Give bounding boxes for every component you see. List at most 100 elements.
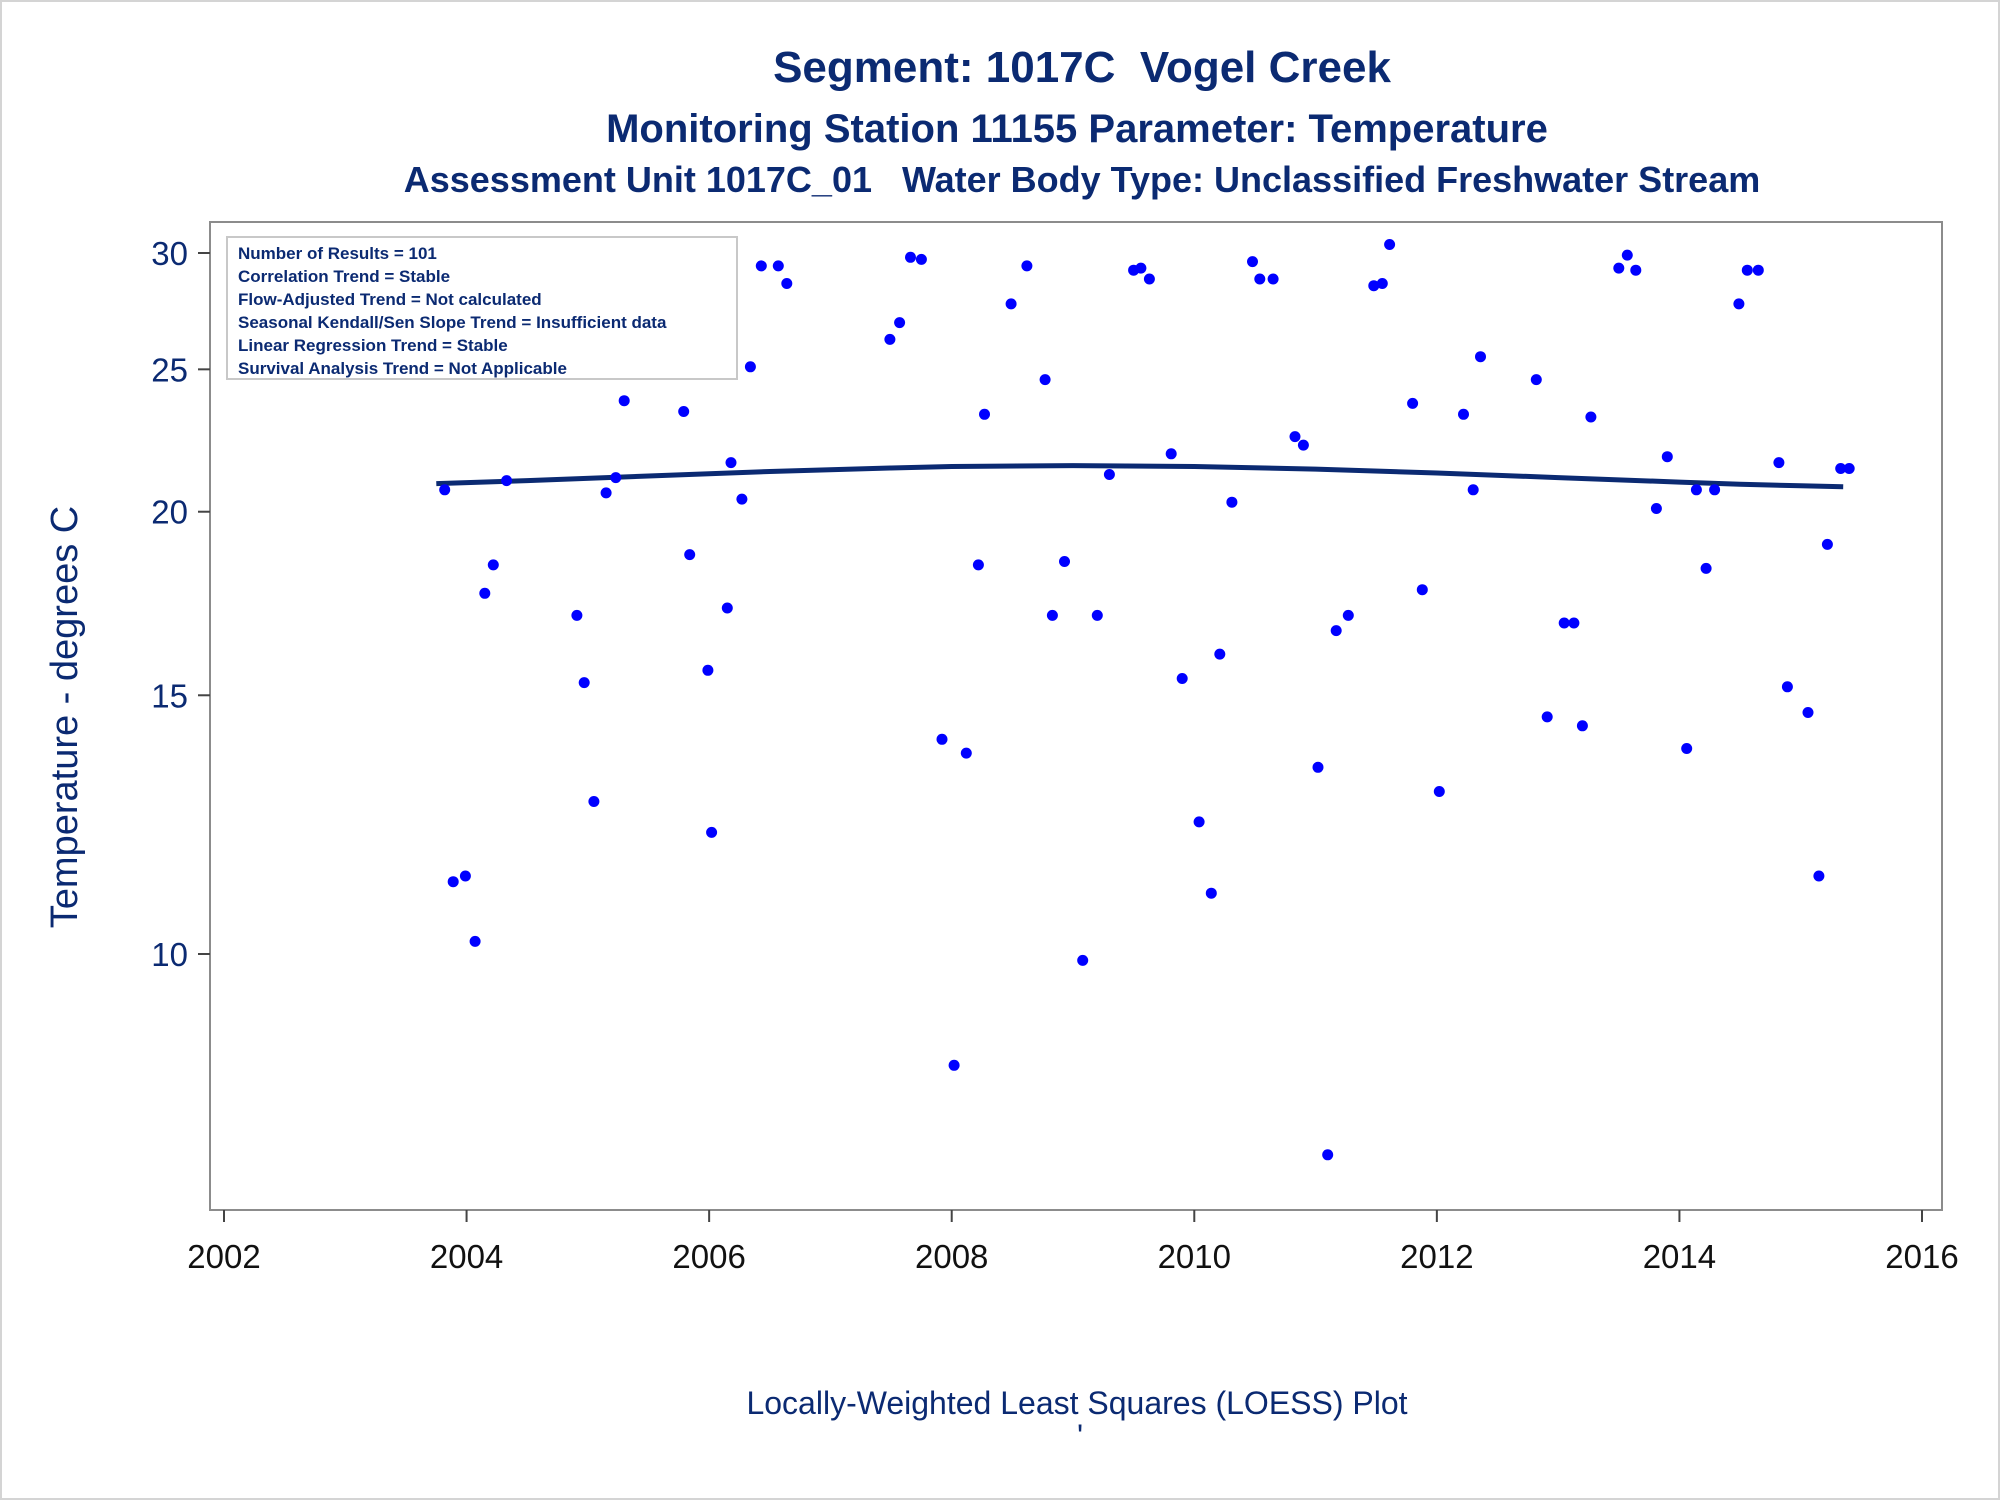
data-point — [1843, 463, 1855, 474]
data-point — [1267, 273, 1279, 285]
y-tick-label: 25 — [151, 351, 188, 388]
data-point — [1214, 648, 1226, 660]
data-point — [1835, 463, 1847, 474]
data-point — [1176, 673, 1188, 684]
data-point — [684, 549, 696, 561]
data-point — [1630, 264, 1642, 276]
data-point — [1690, 484, 1702, 496]
data-point — [1376, 278, 1388, 289]
data-point — [936, 733, 948, 745]
data-point — [1077, 954, 1089, 966]
data-point — [1135, 262, 1147, 274]
data-point — [1322, 1149, 1334, 1161]
data-point — [1103, 469, 1115, 480]
data-point — [702, 664, 714, 676]
data-point — [1046, 609, 1058, 621]
x-tick-label: 2012 — [1400, 1238, 1473, 1275]
data-point — [678, 406, 690, 417]
stats-line: Flow-Adjusted Trend = Not calculated — [238, 290, 542, 309]
data-point — [571, 609, 583, 621]
data-point — [1312, 761, 1324, 773]
data-point — [1773, 457, 1785, 469]
data-point — [1558, 617, 1570, 629]
data-point — [1576, 720, 1588, 732]
loess-line — [436, 463, 1844, 490]
data-point — [1741, 264, 1753, 276]
data-point — [1091, 609, 1103, 621]
data-point — [1330, 625, 1342, 637]
loess-series — [436, 463, 1844, 490]
data-point — [459, 870, 471, 882]
x-tick-label: 2008 — [915, 1238, 988, 1275]
data-point — [884, 333, 896, 345]
stats-line: Correlation Trend = Stable — [238, 267, 450, 286]
data-point — [1821, 538, 1833, 550]
data-point — [706, 826, 718, 838]
data-point — [1005, 298, 1017, 310]
chart-title: Segment: 1017C Vogel Creek — [773, 43, 1391, 92]
data-point — [479, 587, 491, 599]
data-point — [1802, 707, 1814, 718]
data-point — [1752, 264, 1764, 276]
data-point — [1530, 374, 1542, 386]
data-point — [1733, 298, 1745, 310]
data-point — [772, 260, 784, 272]
data-point — [1254, 273, 1266, 285]
x-tick-label: 2016 — [1885, 1238, 1958, 1275]
x-axis: 2002 2004 2006 2008 2010 2012 2014 2016 — [187, 1210, 1959, 1275]
data-point — [905, 251, 916, 263]
y-tick-label: 10 — [151, 936, 188, 973]
data-point — [610, 472, 622, 484]
chart-subtitle: Monitoring Station 11155 Parameter: Temp… — [606, 107, 1548, 151]
data-point — [1700, 562, 1712, 574]
data-point — [487, 559, 499, 571]
data-point — [1621, 249, 1633, 261]
data-point — [1143, 273, 1155, 285]
data-point — [1467, 484, 1479, 496]
stats-line: Number of Results = 101 — [238, 244, 437, 263]
data-point — [1193, 816, 1205, 828]
data-point — [1681, 743, 1693, 754]
stats-line: Survival Analysis Trend = Not Applicable — [238, 359, 567, 378]
data-point — [1384, 239, 1396, 250]
footnote: Locally-Weighted Least Squares (LOESS) P… — [746, 1385, 1407, 1421]
data-point — [1165, 448, 1177, 460]
data-point — [1205, 887, 1217, 899]
stats-line: Linear Regression Trend = Stable — [238, 336, 508, 355]
data-point — [1709, 484, 1721, 496]
data-point — [1416, 584, 1428, 596]
data-point — [447, 876, 459, 888]
data-point — [1021, 260, 1033, 272]
data-point — [1613, 262, 1625, 274]
data-point — [1568, 617, 1580, 629]
data-point — [501, 475, 513, 487]
data-point — [1226, 496, 1238, 508]
data-point — [915, 253, 927, 265]
data-point — [578, 677, 590, 689]
data-point — [618, 395, 630, 407]
data-point — [948, 1059, 960, 1071]
plot-area — [209, 221, 1943, 1211]
x-tick-label: 2002 — [187, 1238, 260, 1275]
data-point — [894, 317, 906, 329]
data-point — [781, 278, 793, 289]
y-axis: 10 15 20 25 30 — [151, 235, 210, 973]
data-point — [1650, 503, 1662, 514]
data-point — [744, 361, 756, 373]
data-point — [588, 796, 600, 807]
data-point — [736, 493, 748, 505]
y-tick-label: 15 — [151, 677, 188, 714]
x-tick-label: 2004 — [430, 1238, 503, 1275]
data-point — [1541, 711, 1553, 723]
data-point — [1247, 256, 1258, 268]
data-point — [960, 747, 972, 759]
data-point — [1781, 681, 1793, 693]
data-point — [1475, 351, 1486, 363]
data-point — [1458, 408, 1469, 420]
data-point — [1289, 431, 1301, 443]
chart-subtitle-2: Assessment Unit 1017C_01 Water Body Type… — [404, 159, 1761, 200]
data-point — [1297, 439, 1309, 451]
data-point — [1433, 786, 1445, 797]
